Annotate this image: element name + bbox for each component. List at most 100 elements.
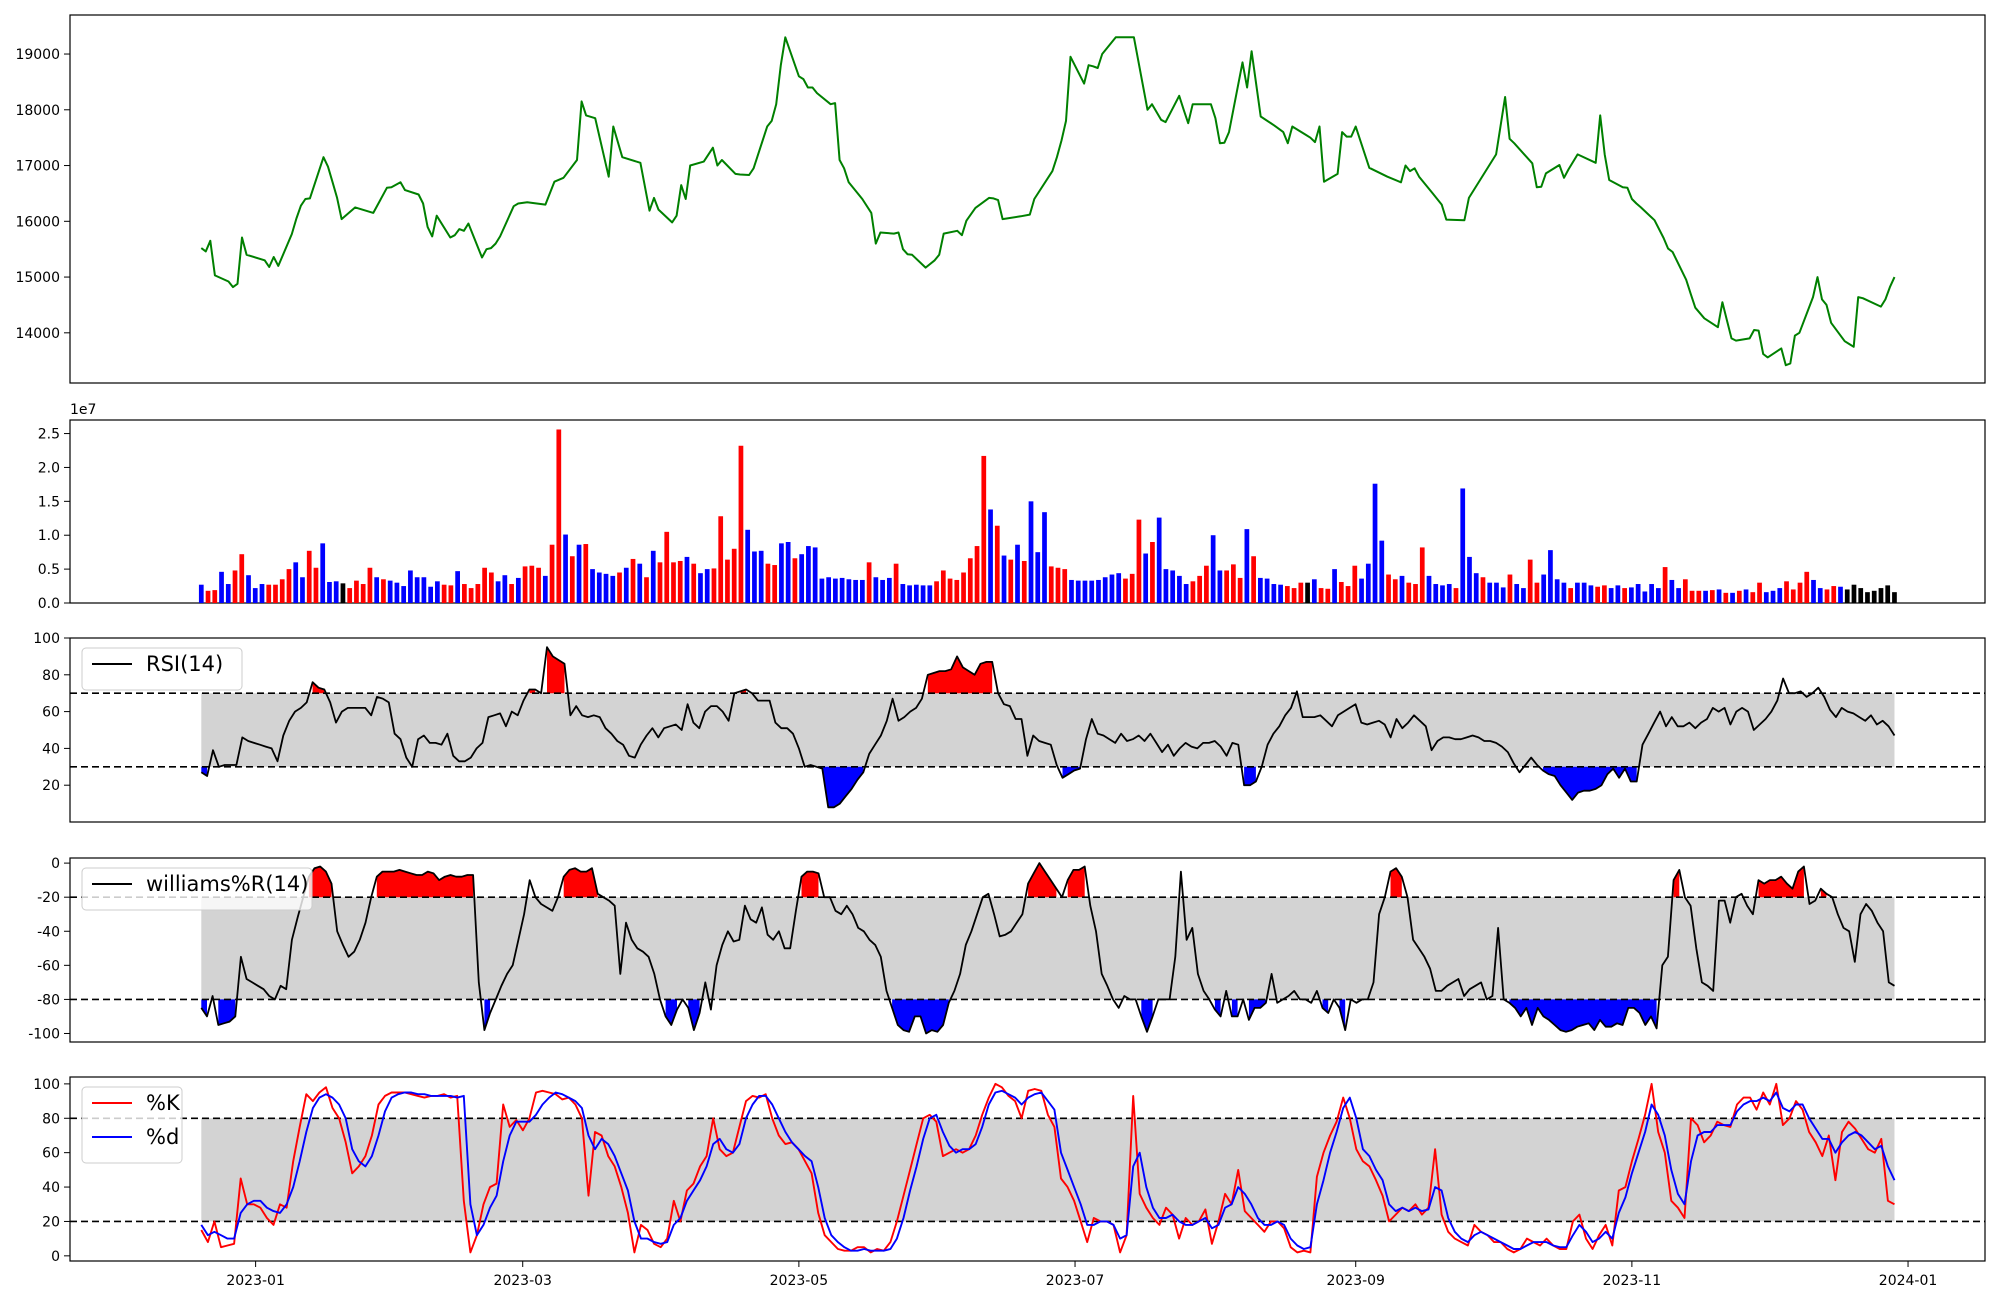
volume-bar bbox=[1426, 575, 1432, 603]
volume-bar bbox=[657, 562, 663, 603]
volume-bar bbox=[462, 584, 467, 603]
volume-bar bbox=[198, 584, 204, 603]
volume-bar bbox=[1264, 578, 1270, 603]
volume-bar bbox=[549, 544, 555, 603]
overbought-fill bbox=[308, 866, 332, 898]
oversold-fill bbox=[1244, 766, 1256, 786]
volume-bar bbox=[765, 563, 771, 603]
volume-bar bbox=[1494, 582, 1499, 603]
volume-bar bbox=[1615, 585, 1621, 603]
volume-bar bbox=[934, 581, 939, 603]
x-tick-label: 2023-09 bbox=[1326, 1273, 1385, 1289]
volume-bar bbox=[367, 567, 373, 603]
volume-bar bbox=[1392, 579, 1398, 603]
volume-bar bbox=[360, 584, 366, 603]
volume-bar bbox=[1817, 588, 1823, 603]
volume-bar bbox=[1467, 556, 1472, 603]
volume-bar bbox=[1602, 585, 1607, 603]
volume-bar bbox=[522, 566, 528, 603]
williams-r-panel: 0 -20 -40 -60 -80 -100 williams%R(14) bbox=[28, 856, 1986, 1043]
volume-bar bbox=[1649, 584, 1654, 603]
volume-bar bbox=[1237, 577, 1243, 603]
volume-bar bbox=[327, 581, 332, 603]
volume-bar bbox=[839, 577, 845, 603]
axes-frame bbox=[69, 637, 1986, 823]
volume-bar bbox=[1811, 579, 1816, 603]
volume-bar bbox=[232, 570, 238, 603]
overbought-fill bbox=[801, 871, 819, 898]
volume-bar bbox=[758, 550, 764, 603]
volume-bar bbox=[1048, 566, 1054, 603]
volume-bar bbox=[812, 547, 818, 603]
volume-bar bbox=[1784, 581, 1789, 603]
stochastic-panel: 0 20 40 60 80 100 %K %d bbox=[33, 1076, 1986, 1265]
y-tick-label: 100 bbox=[33, 1077, 60, 1093]
y-tick-label: 0 bbox=[51, 856, 60, 872]
volume-bar bbox=[1197, 575, 1203, 603]
volume-bar bbox=[1365, 563, 1371, 603]
volume-bar bbox=[502, 575, 508, 603]
overbought-fill bbox=[547, 647, 565, 694]
volume-bar bbox=[1743, 589, 1749, 603]
volume-bar bbox=[1210, 535, 1216, 603]
volume-bar bbox=[623, 567, 629, 603]
volume-bar bbox=[583, 544, 589, 603]
volume-bar bbox=[596, 572, 602, 603]
volume-bar bbox=[1723, 592, 1729, 603]
volume-bar bbox=[1757, 582, 1762, 603]
volume-bar bbox=[482, 567, 487, 603]
volume-bar bbox=[1736, 590, 1742, 603]
volume-bar bbox=[1170, 570, 1176, 603]
overbought-fill bbox=[529, 689, 536, 694]
volume-bar bbox=[1770, 590, 1776, 603]
y-tick-label: 1.0 bbox=[38, 528, 60, 544]
volume-bar bbox=[219, 571, 224, 603]
overbought-fill bbox=[1067, 866, 1085, 898]
x-tick-label: 2023-11 bbox=[1603, 1273, 1662, 1289]
y-tick-label: 2.5 bbox=[38, 427, 60, 443]
x-tick-label: 2023-05 bbox=[770, 1273, 829, 1289]
x-tick-label: 2023-03 bbox=[493, 1273, 552, 1289]
legend-label: RSI(14) bbox=[146, 652, 223, 676]
volume-bar bbox=[853, 579, 858, 603]
y-tick-label: 18000 bbox=[15, 103, 60, 119]
volume-panel: 0.0 0.5 1.0 1.5 2.0 2.5 1e7 bbox=[38, 402, 1986, 612]
volume-bar bbox=[799, 554, 805, 603]
volume-bar bbox=[1231, 564, 1236, 603]
volume-bar bbox=[1325, 588, 1331, 603]
volume-bar bbox=[1150, 542, 1155, 603]
oversold-fill bbox=[1214, 999, 1221, 1017]
volume-bar bbox=[637, 563, 643, 603]
volume-bar bbox=[725, 559, 730, 603]
volume-bar bbox=[556, 429, 562, 603]
y-tick-label: 1.5 bbox=[38, 494, 60, 510]
volume-bar bbox=[826, 577, 831, 603]
oversold-fill bbox=[1141, 999, 1153, 1032]
y-tick-label: 80 bbox=[42, 668, 60, 684]
williams-r-line bbox=[200, 862, 1895, 1035]
volume-bar bbox=[428, 586, 434, 603]
volume-bar bbox=[569, 556, 575, 603]
volume-bar bbox=[259, 584, 265, 603]
overbought-fill bbox=[1758, 866, 1804, 898]
y-tick-label: 60 bbox=[42, 1146, 60, 1162]
volume-bar bbox=[1730, 592, 1735, 603]
volume-bar bbox=[1763, 592, 1769, 603]
y-tick-label: 80 bbox=[42, 1111, 60, 1127]
oversold-fill bbox=[201, 766, 208, 776]
volume-bar bbox=[617, 572, 622, 603]
legend-label: %K bbox=[146, 1091, 181, 1115]
y-tick-label: -40 bbox=[37, 924, 60, 940]
oversold-fill bbox=[1509, 999, 1657, 1032]
y-tick-label: 60 bbox=[42, 705, 60, 721]
volume-bar bbox=[1123, 578, 1128, 603]
y-tick-label: 20 bbox=[42, 778, 60, 794]
volume-bar bbox=[1116, 573, 1122, 603]
volume-bar bbox=[529, 565, 535, 603]
volume-bar bbox=[610, 575, 616, 603]
volume-bar bbox=[988, 509, 993, 603]
volume-bar bbox=[1055, 567, 1061, 603]
volume-bar bbox=[1028, 501, 1034, 603]
x-tick-label: 2024-01 bbox=[1879, 1273, 1938, 1289]
